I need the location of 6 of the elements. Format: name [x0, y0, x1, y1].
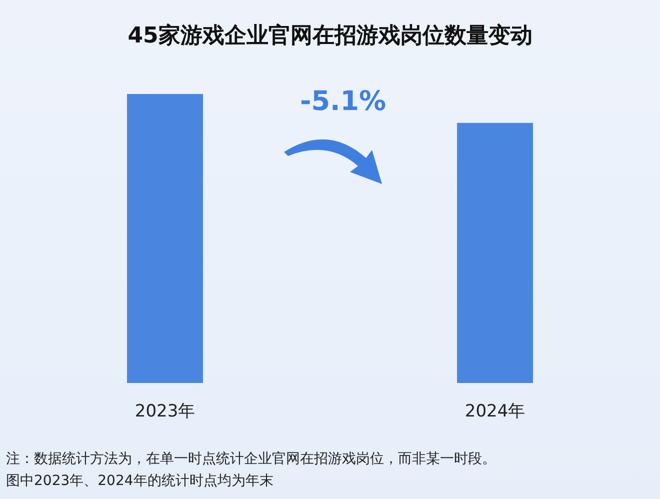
annotation: -5.1%	[300, 86, 386, 117]
text: 图中2023年、2024年的统计时点均为年末	[6, 473, 274, 489]
x-tick-label: 2024年	[464, 402, 526, 422]
x-tick-label: 2023年	[134, 402, 196, 422]
chart-title: 45家游戏企业官网在招游戏岗位数量变动	[128, 22, 532, 48]
text: 注：数据统计方法为，在单一时点统计企业官网在招游戏岗位，而非某一时段。	[6, 451, 496, 467]
